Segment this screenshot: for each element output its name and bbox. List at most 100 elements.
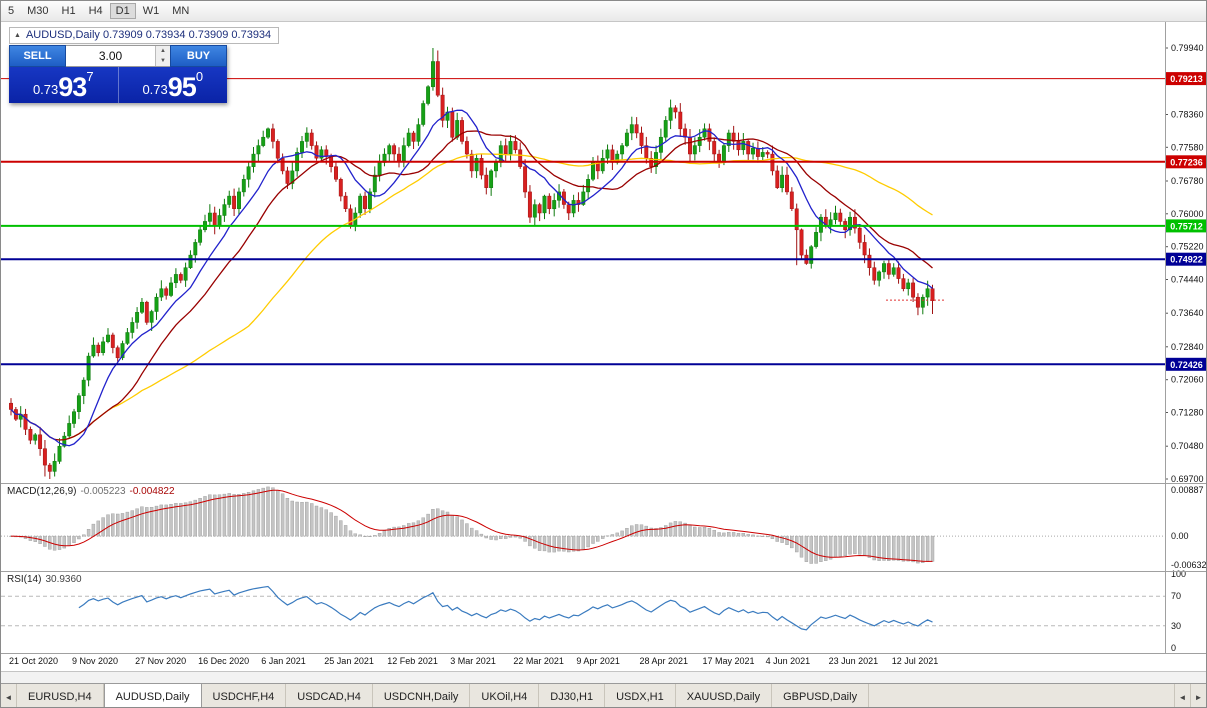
macd-pane	[1, 486, 1165, 564]
buy-price-sup: 0	[195, 69, 204, 84]
tab-eurusd-h4[interactable]: EURUSD,H4	[17, 684, 104, 707]
svg-text:0.72840: 0.72840	[1171, 342, 1204, 352]
chart-hscroll-strip[interactable]	[1, 671, 1206, 684]
rsi-title: RSI(14)	[7, 574, 42, 585]
sell-button[interactable]: SELL	[9, 45, 66, 67]
macd-value-main: -0.005223	[80, 486, 126, 497]
level-lines	[1, 78, 1165, 366]
svg-text:9 Nov 2020: 9 Nov 2020	[72, 656, 118, 666]
svg-text:3 Mar 2021: 3 Mar 2021	[450, 656, 496, 666]
svg-text:0.76780: 0.76780	[1171, 176, 1204, 186]
svg-text:21 Oct 2020: 21 Oct 2020	[9, 656, 58, 666]
svg-text:0.79940: 0.79940	[1171, 43, 1204, 53]
timeframe-toolbar: 5 M30 H1 H4 D1 W1 MN	[1, 1, 1206, 22]
ma-line-10	[10, 109, 933, 447]
tabs-scroll-left2-icon[interactable]: ◄	[1174, 684, 1190, 707]
svg-text:28 Apr 2021: 28 Apr 2021	[640, 656, 689, 666]
svg-text:9 Apr 2021: 9 Apr 2021	[576, 656, 620, 666]
one-click-trading-panel: SELL 3.00 ▲ ▼ BUY 0.73 93 7 0.73 95 0	[9, 45, 227, 103]
volume-box: 3.00 ▲ ▼	[66, 45, 170, 67]
tab-usdx-h1[interactable]: USDX,H1	[605, 684, 676, 707]
tab-usdcnh-daily[interactable]: USDCNH,Daily	[372, 684, 471, 707]
rsi-axis-labels: 100 70 30 0	[1171, 569, 1186, 653]
tabbar-spacer: ◄ ►	[1174, 684, 1206, 707]
price-axis-labels: 0.79940 0.78360 0.77580 0.76780 0.76000 0.752…	[1165, 43, 1204, 484]
svg-text:0.75712: 0.75712	[1170, 221, 1203, 231]
buy-price[interactable]: 0.73 95 0	[117, 67, 228, 103]
svg-text:0.79213: 0.79213	[1170, 74, 1203, 84]
svg-text:100: 100	[1171, 569, 1186, 579]
volume-down-icon[interactable]: ▼	[156, 56, 170, 66]
timeframe-button-d1[interactable]: D1	[109, 3, 136, 19]
svg-text:0.76000: 0.76000	[1171, 209, 1204, 219]
svg-text:70: 70	[1171, 591, 1181, 601]
svg-text:0: 0	[1171, 643, 1176, 653]
tabs-scroll-left-icon[interactable]: ◄	[1, 684, 17, 707]
svg-text:0.77236: 0.77236	[1170, 157, 1203, 167]
tabs-scroll-right-icon[interactable]: ►	[1190, 684, 1206, 707]
pane-separators	[1, 21, 1206, 654]
sell-price[interactable]: 0.73 93 7	[9, 67, 118, 103]
svg-text:16 Dec 2020: 16 Dec 2020	[198, 656, 249, 666]
buy-button[interactable]: BUY	[170, 45, 227, 67]
price-chart-surface[interactable]: 0.79940 0.78360 0.77580 0.76780 0.76000 0.752…	[1, 21, 1207, 671]
volume-up-icon[interactable]: ▲	[156, 46, 170, 56]
tab-audusd-daily[interactable]: AUDUSD,Daily	[103, 684, 202, 707]
tab-usdcad-h4[interactable]: USDCAD,H4	[286, 684, 373, 707]
timeframe-button-m30[interactable]: M30	[21, 3, 54, 19]
tab-dj30-h1[interactable]: DJ30,H1	[539, 684, 606, 707]
timeframe-button-m5[interactable]: 5	[2, 3, 20, 19]
svg-text:25 Jan 2021: 25 Jan 2021	[324, 656, 374, 666]
svg-text:0.75220: 0.75220	[1171, 242, 1204, 252]
tab-xauusd-daily[interactable]: XAUUSD,Daily	[675, 684, 773, 707]
volume-input[interactable]: 3.00	[98, 49, 123, 63]
svg-text:30: 30	[1171, 621, 1181, 631]
timeframe-button-w1[interactable]: W1	[137, 3, 166, 19]
sell-price-prefix: 0.73	[32, 82, 59, 97]
volume-spinner: ▲ ▼	[155, 46, 170, 66]
chart-tabbar: ◄ EURUSD,H4 AUDUSD,Daily USDCHF,H4 USDCA…	[1, 683, 1206, 707]
svg-text:-0.00632: -0.00632	[1171, 560, 1207, 570]
svg-text:0.00887: 0.00887	[1171, 485, 1204, 495]
tab-usdchf-h4[interactable]: USDCHF,H4	[201, 684, 287, 707]
tab-ukoil-h4[interactable]: UKOil,H4	[470, 684, 540, 707]
svg-text:0.72426: 0.72426	[1170, 360, 1203, 370]
macd-pane-label: MACD(12,26,9) -0.005223 -0.004822	[7, 486, 175, 497]
svg-text:27 Nov 2020: 27 Nov 2020	[135, 656, 186, 666]
ohlc-info[interactable]: ▲ AUDUSD,Daily 0.73909 0.73934 0.73909 0…	[9, 27, 280, 44]
ohlc-info-text: AUDUSD,Daily 0.73909 0.73934 0.73909 0.7…	[25, 29, 272, 41]
svg-text:0.72060: 0.72060	[1171, 375, 1204, 385]
svg-text:0.73640: 0.73640	[1171, 308, 1204, 318]
svg-text:22 Mar 2021: 22 Mar 2021	[513, 656, 564, 666]
sell-price-sup: 7	[86, 69, 94, 84]
collapse-triangle-icon[interactable]: ▲	[14, 31, 21, 39]
svg-text:4 Jun 2021: 4 Jun 2021	[766, 656, 811, 666]
timeframe-button-h1[interactable]: H1	[56, 3, 82, 19]
timeframe-button-mn[interactable]: MN	[166, 3, 195, 19]
svg-text:0.00: 0.00	[1171, 531, 1189, 541]
svg-text:0.71280: 0.71280	[1171, 408, 1204, 418]
sell-price-big: 93	[58, 72, 87, 102]
tabs-wrap: EURUSD,H4 AUDUSD,Daily USDCHF,H4 USDCAD,…	[17, 684, 870, 707]
svg-text:0.70480: 0.70480	[1171, 441, 1204, 451]
svg-text:12 Feb 2021: 12 Feb 2021	[387, 656, 438, 666]
tab-gbpusd-daily[interactable]: GBPUSD,Daily	[772, 684, 870, 707]
buy-price-prefix: 0.73	[142, 82, 168, 97]
rsi-pane-label: RSI(14) 30.9360	[7, 574, 82, 585]
svg-text:17 May 2021: 17 May 2021	[703, 656, 755, 666]
svg-text:0.74922: 0.74922	[1170, 255, 1203, 265]
level-badges: 0.79213 0.77236 0.75712 0.74922 0.72426	[1166, 72, 1206, 371]
timeframe-button-h4[interactable]: H4	[83, 3, 109, 19]
svg-text:0.69700: 0.69700	[1171, 474, 1204, 484]
buy-price-big: 95	[167, 72, 197, 102]
svg-text:0.78360: 0.78360	[1171, 110, 1204, 120]
candles-layer	[9, 48, 935, 479]
svg-text:12 Jul 2021: 12 Jul 2021	[892, 656, 939, 666]
macd-axis-labels: 0.00887 0.00 -0.00632	[1171, 485, 1207, 570]
time-axis-labels: 21 Oct 2020 9 Nov 2020 27 Nov 2020 16 Dec 2…	[9, 656, 938, 666]
rsi-value: 30.9360	[45, 574, 82, 585]
rsi-pane	[1, 585, 1165, 631]
ma-line-20	[10, 130, 933, 441]
macd-title: MACD(12,26,9)	[7, 486, 77, 497]
